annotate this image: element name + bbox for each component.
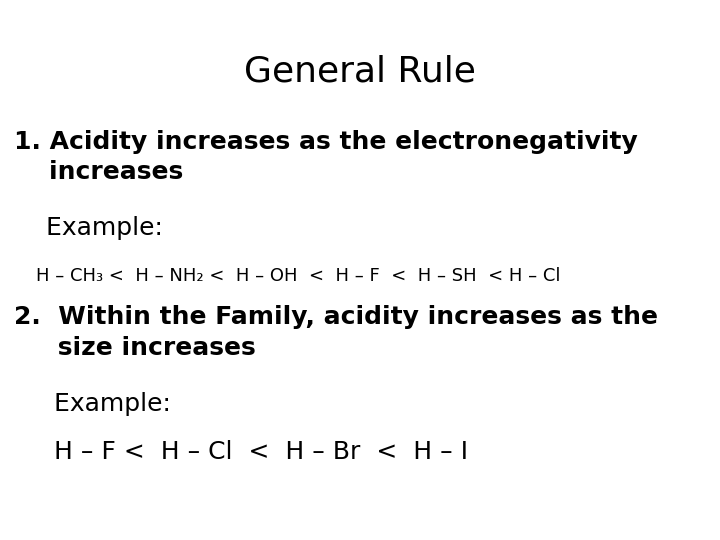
Text: H – F <  H – Cl  <  H – Br  <  H – I: H – F < H – Cl < H – Br < H – I — [14, 440, 469, 464]
Text: 1. Acidity increases as the electronegativity
    increases: 1. Acidity increases as the electronegat… — [14, 130, 638, 184]
Text: General Rule: General Rule — [244, 54, 476, 88]
Text: H – CH₃ <  H – NH₂ <  H – OH  <  H – F  <  H – SH  < H – Cl: H – CH₃ < H – NH₂ < H – OH < H – F < H –… — [36, 267, 560, 285]
Text: 2.  Within the Family, acidity increases as the
     size increases: 2. Within the Family, acidity increases … — [14, 305, 658, 360]
Text: Example:: Example: — [14, 216, 163, 240]
Text: Example:: Example: — [14, 392, 171, 415]
